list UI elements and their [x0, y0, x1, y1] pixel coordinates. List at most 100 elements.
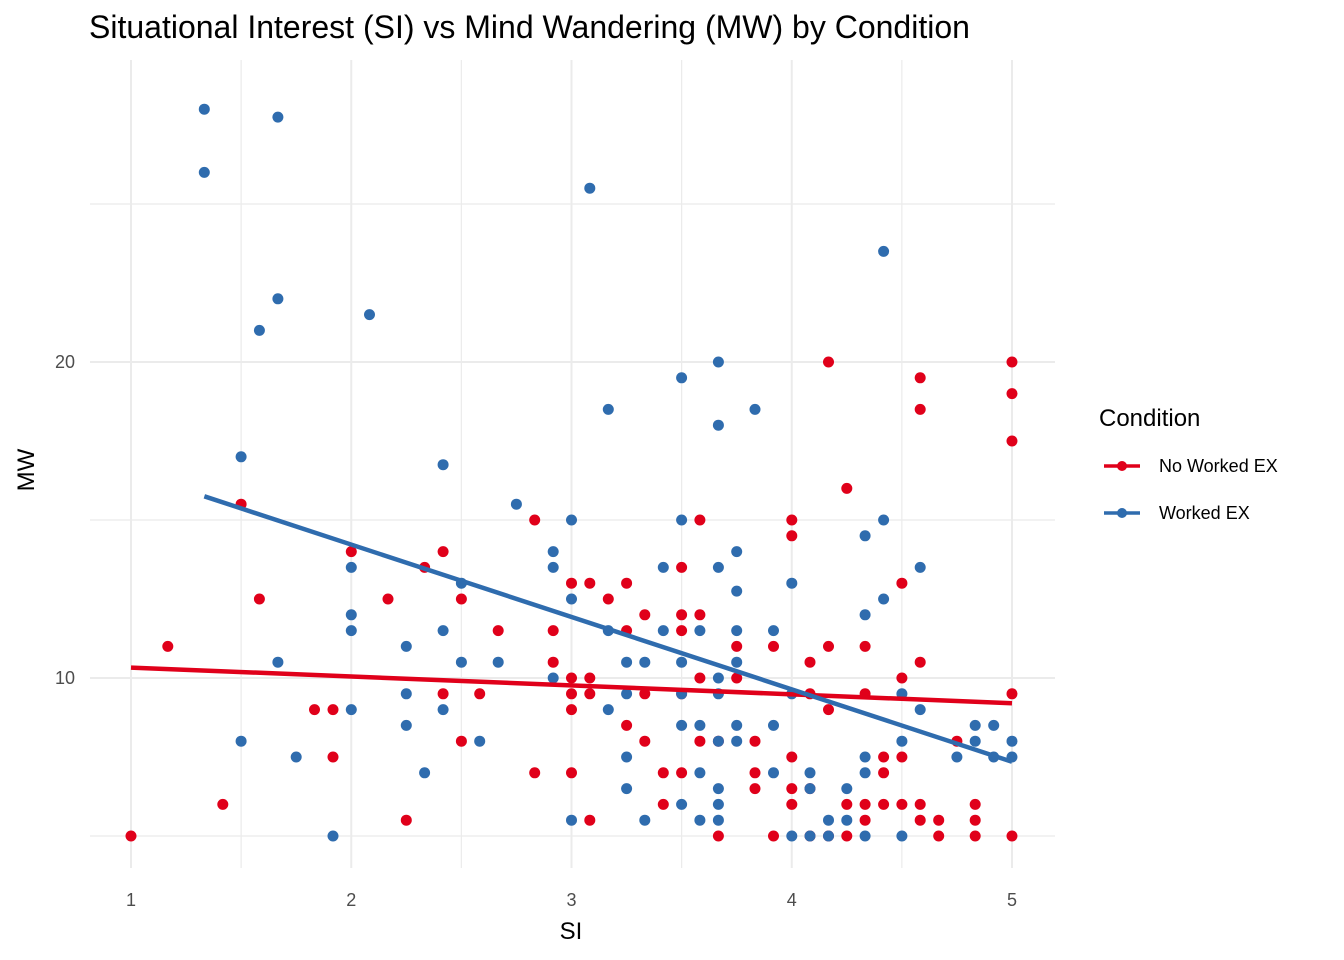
point-worked-ex — [731, 735, 743, 747]
point-no-worked-ex — [933, 830, 945, 842]
point-no-worked-ex — [162, 640, 174, 652]
point-worked-ex — [896, 735, 908, 747]
point-no-worked-ex — [676, 561, 688, 573]
legend: Condition No Worked EX Worked EX — [1099, 405, 1278, 523]
point-worked-ex — [969, 719, 981, 731]
point-no-worked-ex — [786, 514, 798, 526]
point-worked-ex — [988, 719, 1000, 731]
point-no-worked-ex — [841, 482, 853, 494]
x-tick-label: 1 — [126, 890, 136, 910]
point-worked-ex — [841, 783, 853, 795]
point-worked-ex — [712, 814, 724, 826]
point-no-worked-ex — [969, 830, 981, 842]
point-worked-ex — [878, 593, 890, 605]
point-no-worked-ex — [529, 514, 541, 526]
point-worked-ex — [676, 372, 688, 384]
point-worked-ex — [235, 451, 247, 463]
point-worked-ex — [859, 530, 871, 542]
point-no-worked-ex — [1006, 388, 1018, 400]
point-worked-ex — [547, 672, 559, 684]
point-worked-ex — [731, 719, 743, 731]
point-worked-ex — [768, 625, 779, 637]
point-no-worked-ex — [896, 577, 908, 589]
point-no-worked-ex — [657, 767, 669, 779]
point-no-worked-ex — [749, 735, 761, 747]
chart-title: Situational Interest (SI) vs Mind Wander… — [89, 9, 970, 45]
point-worked-ex — [969, 735, 981, 747]
point-no-worked-ex — [731, 640, 743, 652]
point-no-worked-ex — [768, 830, 779, 842]
point-worked-ex — [639, 656, 651, 668]
data-points — [125, 103, 1018, 842]
point-no-worked-ex — [437, 546, 449, 558]
point-no-worked-ex — [786, 783, 798, 795]
point-worked-ex — [621, 783, 633, 795]
point-worked-ex — [914, 704, 926, 716]
legend-item-no-worked-ex: No Worked EX — [1104, 456, 1278, 476]
point-no-worked-ex — [253, 593, 265, 605]
point-worked-ex — [731, 625, 743, 637]
point-no-worked-ex — [749, 767, 761, 779]
point-worked-ex — [878, 245, 890, 257]
point-worked-ex — [712, 735, 724, 747]
point-worked-ex — [400, 640, 412, 652]
point-no-worked-ex — [914, 372, 926, 384]
point-no-worked-ex — [969, 798, 981, 810]
point-worked-ex — [345, 561, 357, 573]
point-no-worked-ex — [602, 593, 614, 605]
point-no-worked-ex — [694, 672, 706, 684]
point-no-worked-ex — [382, 593, 394, 605]
point-no-worked-ex — [547, 656, 559, 668]
y-tick-label: 20 — [55, 352, 75, 372]
point-no-worked-ex — [969, 814, 981, 826]
point-worked-ex — [474, 735, 486, 747]
point-no-worked-ex — [896, 672, 908, 684]
point-worked-ex — [749, 403, 761, 415]
point-no-worked-ex — [437, 688, 449, 700]
point-no-worked-ex — [584, 688, 596, 700]
point-no-worked-ex — [749, 783, 761, 795]
x-tick-label: 5 — [1007, 890, 1017, 910]
point-worked-ex — [419, 767, 431, 779]
point-worked-ex — [345, 609, 357, 621]
point-worked-ex — [676, 798, 688, 810]
point-worked-ex — [676, 719, 688, 731]
point-worked-ex — [272, 656, 284, 668]
point-worked-ex — [768, 719, 779, 731]
y-axis-title: MW — [13, 448, 40, 491]
legend-label: No Worked EX — [1159, 456, 1278, 476]
point-no-worked-ex — [731, 672, 743, 684]
point-worked-ex — [621, 656, 633, 668]
point-worked-ex — [437, 704, 449, 716]
point-worked-ex — [566, 593, 577, 605]
point-no-worked-ex — [639, 609, 651, 621]
point-no-worked-ex — [786, 530, 798, 542]
point-no-worked-ex — [584, 814, 596, 826]
point-no-worked-ex — [933, 814, 945, 826]
grid — [90, 60, 1055, 868]
point-worked-ex — [364, 309, 375, 321]
point-no-worked-ex — [584, 672, 596, 684]
point-worked-ex — [1006, 735, 1018, 747]
x-tick-label: 2 — [346, 890, 356, 910]
point-worked-ex — [566, 514, 577, 526]
point-no-worked-ex — [768, 640, 779, 652]
point-worked-ex — [639, 814, 651, 826]
point-no-worked-ex — [859, 798, 871, 810]
point-worked-ex — [712, 798, 724, 810]
point-worked-ex — [602, 403, 614, 415]
point-worked-ex — [786, 830, 798, 842]
point-no-worked-ex — [823, 356, 834, 368]
point-no-worked-ex — [859, 640, 871, 652]
legend-item-worked-ex: Worked EX — [1104, 503, 1250, 523]
point-worked-ex — [914, 561, 926, 573]
point-no-worked-ex — [621, 719, 633, 731]
point-worked-ex — [896, 830, 908, 842]
point-worked-ex — [804, 783, 816, 795]
point-worked-ex — [712, 561, 724, 573]
point-worked-ex — [621, 751, 633, 763]
point-worked-ex — [823, 830, 834, 842]
legend-key-point — [1117, 461, 1127, 471]
point-worked-ex — [455, 656, 467, 668]
point-worked-ex — [676, 656, 688, 668]
